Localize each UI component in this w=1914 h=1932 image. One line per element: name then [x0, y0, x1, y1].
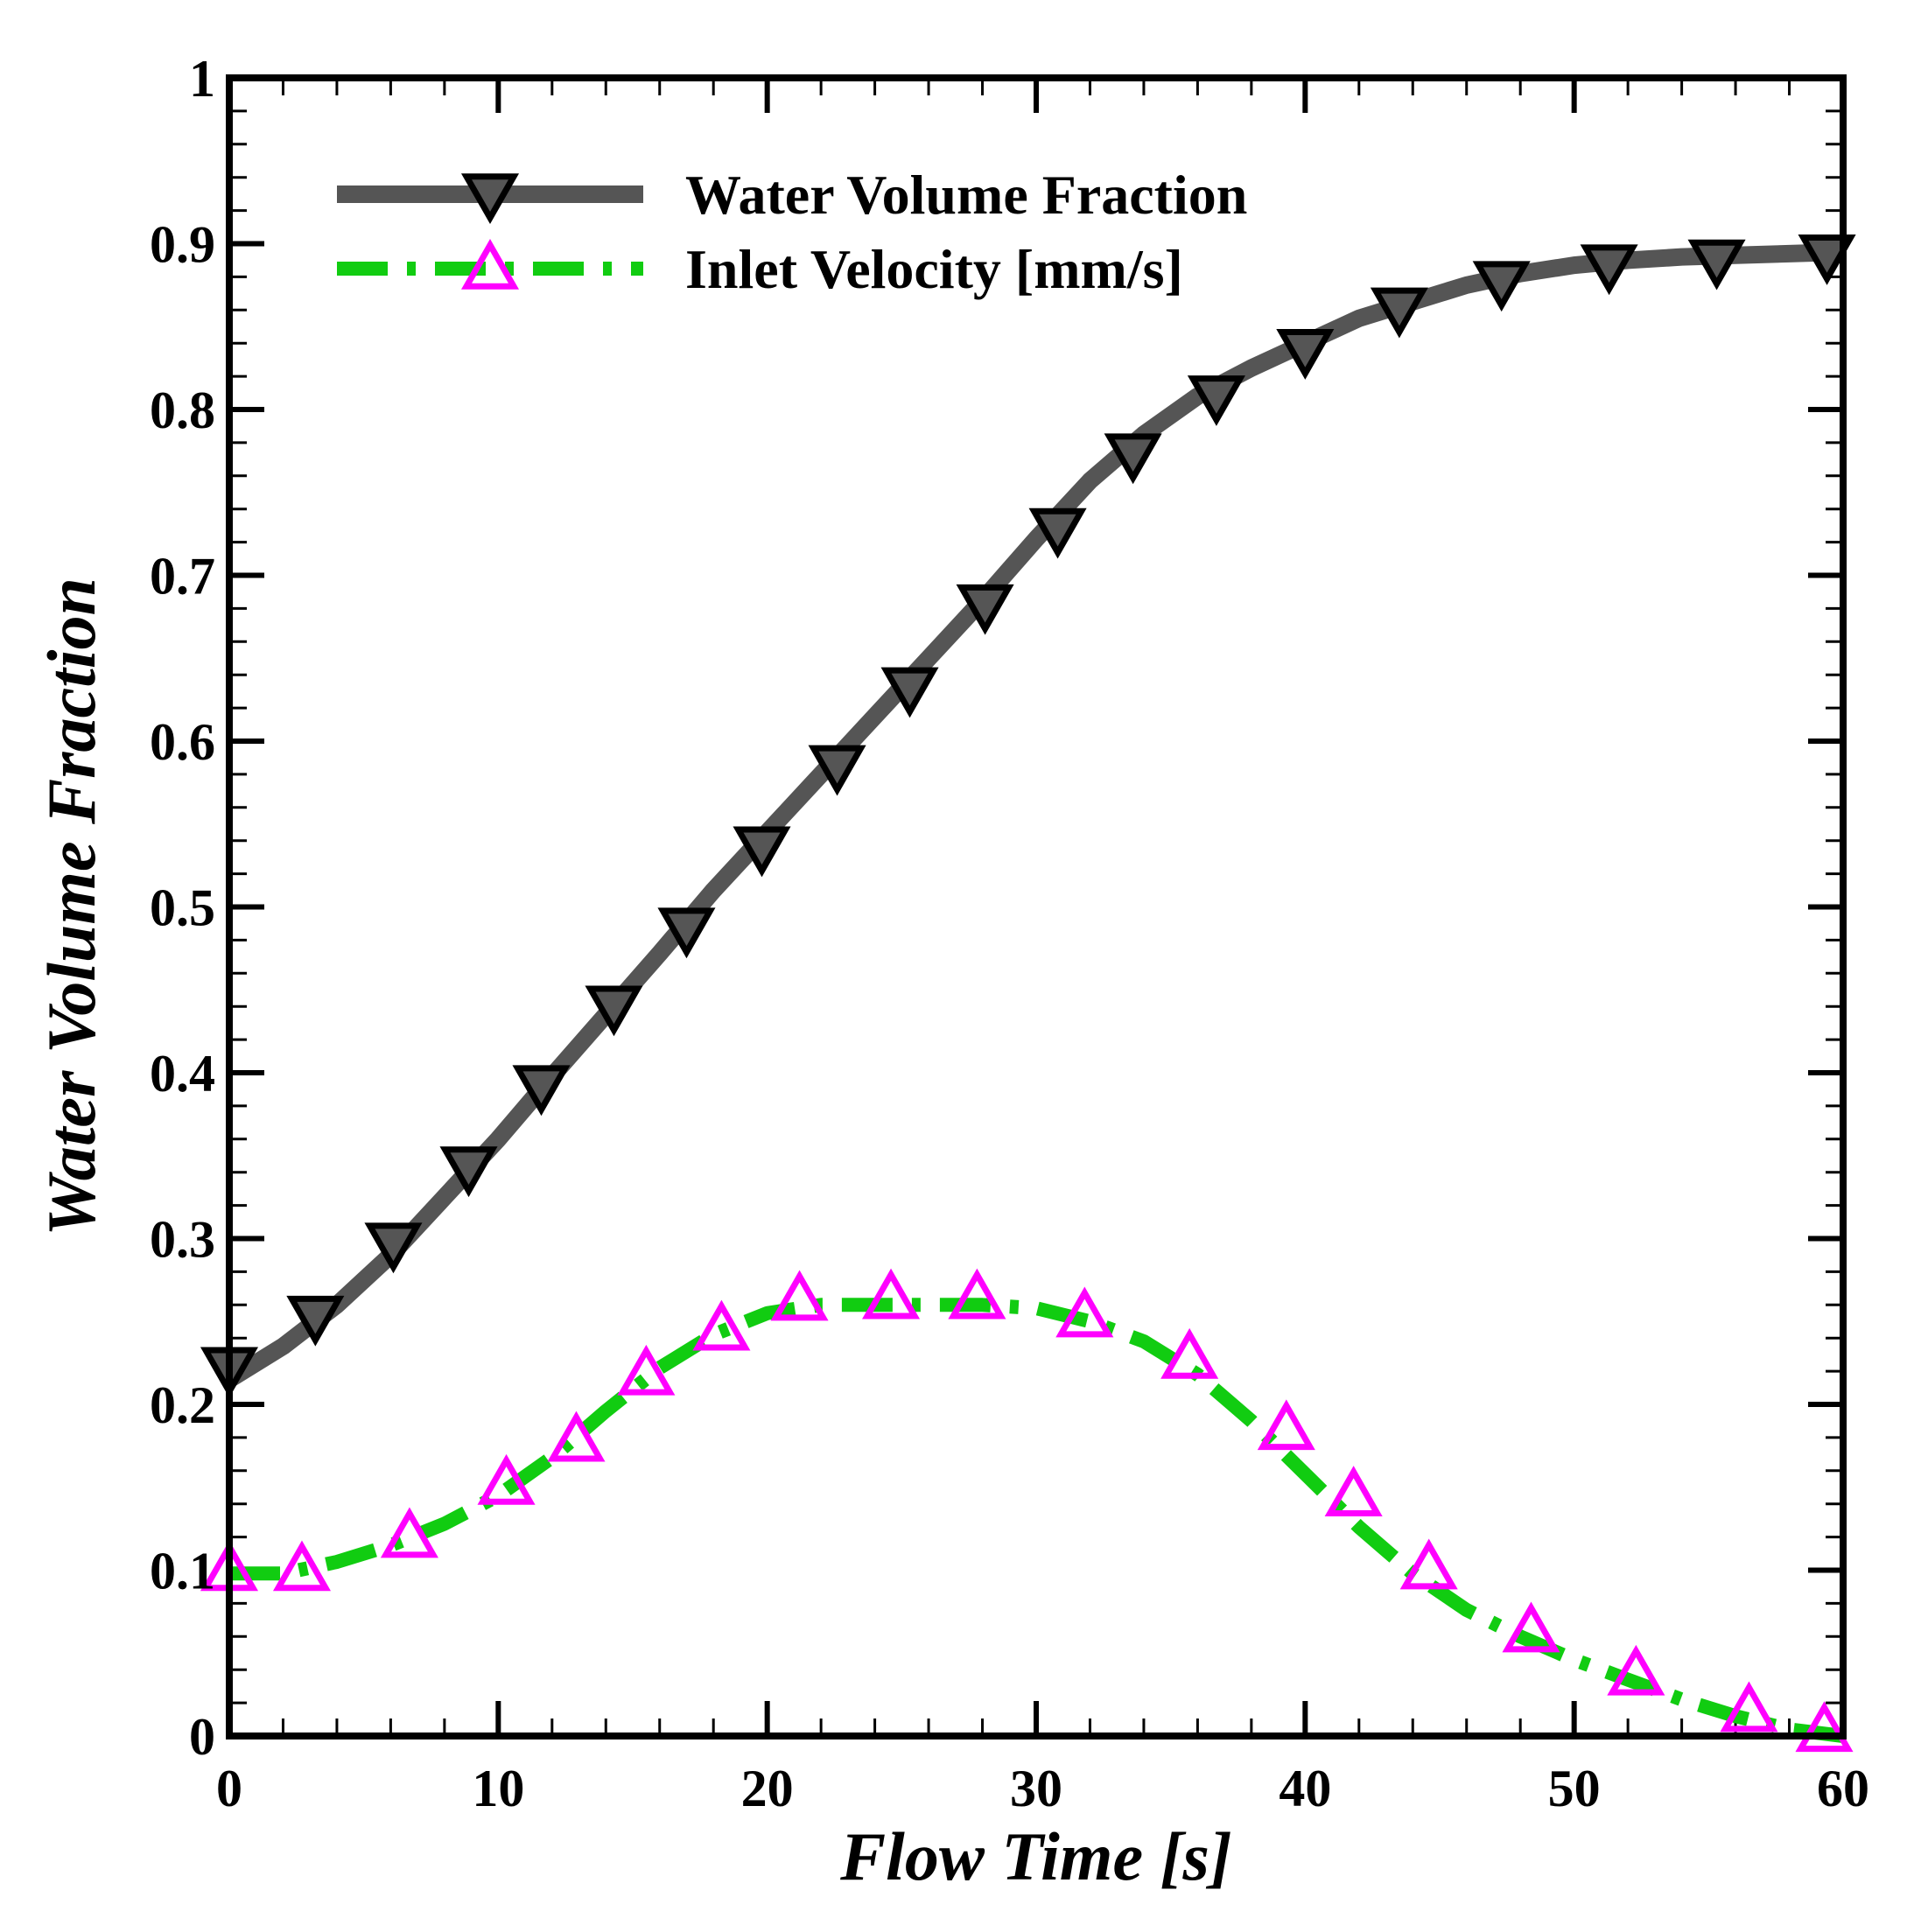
- y-tick-label: 0.5: [150, 879, 215, 937]
- marker-water-volume-fraction: [364, 1222, 423, 1274]
- y-tick-label: 0: [189, 1708, 215, 1766]
- x-tick-label: 50: [1548, 1760, 1601, 1817]
- marker-water-volume-fraction: [585, 985, 643, 1037]
- marker-inlet-velocity: [692, 1299, 751, 1351]
- plot-frame: [226, 74, 1847, 1740]
- labels-layer: 0 10 20 30 40 50 60 0 0.1 0.2 0.3 0.4 0.5 0.6 0.7 0.8 0.…: [150, 50, 1869, 1817]
- marker-water-volume-fraction: [1187, 375, 1245, 426]
- marker-inlet-velocity: [547, 1410, 606, 1462]
- x-tick-label: 0: [216, 1760, 242, 1817]
- marker-inlet-velocity: [1607, 1644, 1665, 1696]
- x-tick-label: 10: [472, 1760, 524, 1817]
- y-tick-label: 0.9: [150, 216, 215, 274]
- marker-water-volume-fraction: [286, 1295, 345, 1347]
- marker-inlet-velocity: [272, 1540, 332, 1592]
- x-tick-label: 30: [1010, 1760, 1062, 1817]
- y-tick-label: 0.3: [150, 1211, 215, 1269]
- marker-inlet-velocity: [1055, 1286, 1114, 1338]
- marker-inlet-velocity: [1795, 1701, 1854, 1753]
- marker-water-volume-fraction: [1104, 433, 1162, 485]
- series-layer: [200, 234, 1856, 1753]
- marker-inlet-velocity: [1160, 1327, 1219, 1379]
- marker-inlet-velocity: [862, 1268, 921, 1320]
- y-tick-label: 0.8: [150, 382, 215, 439]
- marker-inlet-velocity: [770, 1270, 829, 1321]
- marker-water-volume-fraction: [1028, 508, 1087, 559]
- marker-inlet-velocity: [617, 1344, 676, 1396]
- y-tick-label: 0.6: [150, 713, 215, 771]
- legend-marker-water-volume-fraction: [460, 173, 520, 225]
- legend-label-inlet-velocity: Inlet Velocity [mm/s]: [685, 238, 1183, 300]
- marker-water-volume-fraction: [512, 1065, 571, 1116]
- marker-inlet-velocity: [1257, 1399, 1315, 1451]
- marker-water-volume-fraction: [1580, 244, 1638, 296]
- x-axis-title: Flow Time [s]: [839, 1818, 1232, 1894]
- marker-water-volume-fraction: [733, 826, 791, 878]
- marker-inlet-velocity: [1502, 1601, 1560, 1653]
- legend-label-water-volume-fraction: Water Volume Fraction: [685, 164, 1247, 226]
- marker-water-volume-fraction: [956, 584, 1014, 635]
- x-tick-label: 60: [1817, 1760, 1869, 1817]
- marker-water-volume-fraction: [1472, 261, 1531, 312]
- marker-inlet-velocity: [948, 1268, 1006, 1320]
- marker-water-volume-fraction: [1370, 287, 1428, 339]
- y-axis-title: Water Volume Fraction: [33, 578, 109, 1236]
- y-tick-label: 0.7: [150, 548, 215, 606]
- marker-water-volume-fraction: [808, 745, 866, 796]
- marker-water-volume-fraction: [439, 1146, 498, 1198]
- series-line-water-volume-fraction: [224, 242, 1844, 1388]
- marker-water-volume-fraction: [880, 667, 939, 718]
- marker-water-volume-fraction: [1276, 329, 1335, 380]
- marker-inlet-velocity: [380, 1507, 438, 1558]
- marker-water-volume-fraction: [657, 907, 716, 959]
- legend: Water Volume Fraction Inlet Velocity [mm…: [337, 164, 1247, 300]
- y-tick-label: 0.4: [150, 1045, 215, 1102]
- y-tick-label: 1: [189, 50, 215, 108]
- marker-inlet-velocity: [477, 1453, 536, 1505]
- marker-water-volume-fraction: [1687, 239, 1746, 290]
- y-tick-label: 0.1: [150, 1543, 215, 1600]
- x-tick-label: 40: [1279, 1760, 1331, 1817]
- y-tick-label: 0.2: [150, 1376, 215, 1434]
- legend-marker-inlet-velocity: [460, 238, 520, 290]
- marker-water-volume-fraction: [1798, 234, 1856, 285]
- x-tick-label: 20: [741, 1760, 794, 1817]
- marker-inlet-velocity: [1399, 1538, 1458, 1590]
- marker-inlet-velocity: [1324, 1466, 1383, 1516]
- marker-inlet-velocity: [1720, 1681, 1778, 1732]
